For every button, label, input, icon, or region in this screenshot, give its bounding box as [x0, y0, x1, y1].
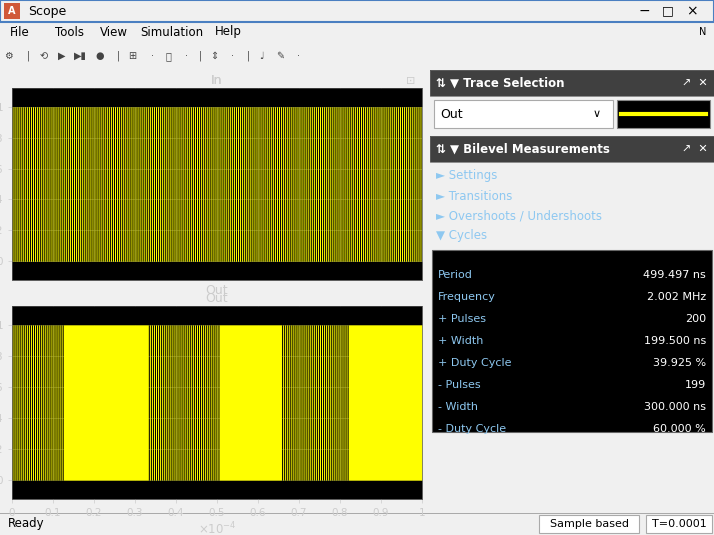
Text: + Pulses: + Pulses [438, 314, 486, 324]
Text: ▼ Cycles: ▼ Cycles [436, 230, 487, 242]
Bar [434, 100, 613, 128]
Text: + Width: + Width [438, 336, 483, 346]
Text: ▶▮: ▶▮ [74, 51, 86, 61]
Bar [430, 70, 714, 96]
Text: |: | [116, 51, 120, 61]
Text: |: | [246, 51, 250, 61]
Text: 499.497 ns: 499.497 ns [643, 270, 706, 280]
Text: N: N [698, 27, 706, 37]
Text: Ready: Ready [8, 517, 44, 531]
Text: ▶: ▶ [432, 294, 438, 300]
Text: ✎: ✎ [276, 51, 284, 61]
Text: ·: · [296, 51, 299, 61]
Text: - Duty Cycle: - Duty Cycle [438, 424, 506, 434]
Text: ⇅ ▼ Trace Selection: ⇅ ▼ Trace Selection [436, 77, 565, 89]
Text: Tools: Tools [55, 26, 84, 39]
Bar [430, 70, 714, 96]
Text: 199: 199 [685, 380, 706, 390]
Text: Scope: Scope [28, 4, 66, 18]
Bar [4, 3, 20, 19]
Bar [539, 515, 639, 533]
Text: ∨: ∨ [593, 109, 601, 119]
Text: Out: Out [206, 285, 228, 297]
Bar [0, 513, 714, 514]
Bar [430, 136, 714, 162]
Text: ⊞: ⊞ [128, 51, 136, 61]
Text: Period: Period [438, 270, 473, 280]
Text: - Width: - Width [438, 402, 478, 412]
Bar [617, 100, 710, 128]
Text: ♩: ♩ [260, 51, 264, 61]
Text: Sample based: Sample based [550, 519, 628, 529]
Bar [432, 250, 712, 432]
Text: Frequency: Frequency [438, 292, 496, 302]
Title: Out: Out [206, 292, 228, 305]
Text: ·: · [231, 51, 233, 61]
Text: - Pulses: - Pulses [438, 380, 481, 390]
Text: −: − [638, 4, 650, 18]
Text: ·: · [184, 51, 188, 61]
Text: In: In [211, 74, 223, 88]
Text: ⇕: ⇕ [210, 51, 218, 61]
Text: ▶: ▶ [59, 51, 66, 61]
Text: ► Transitions: ► Transitions [436, 189, 513, 203]
Text: 🔍: 🔍 [165, 51, 171, 61]
Bar [430, 136, 714, 162]
Text: |: | [26, 51, 29, 61]
Text: View: View [100, 26, 128, 39]
Text: 60.000 %: 60.000 % [653, 424, 706, 434]
Text: T=0.0001: T=0.0001 [652, 519, 706, 529]
Bar [646, 515, 712, 533]
Text: ► Settings: ► Settings [436, 170, 498, 182]
Text: A: A [9, 6, 16, 16]
Text: ●: ● [96, 51, 104, 61]
Text: ↗  ✕: ↗ ✕ [683, 78, 708, 88]
Text: Help: Help [215, 26, 242, 39]
Text: + Duty Cycle: + Duty Cycle [438, 358, 511, 368]
Text: ⚙: ⚙ [4, 51, 12, 61]
Text: 39.925 %: 39.925 % [653, 358, 706, 368]
Text: ↗  ✕: ↗ ✕ [683, 144, 708, 154]
Title: In: In [211, 74, 223, 87]
Text: ⟲: ⟲ [40, 51, 48, 61]
Text: ⊡: ⊡ [406, 76, 416, 86]
Text: |: | [198, 51, 201, 61]
Text: 200: 200 [685, 314, 706, 324]
Text: File: File [10, 26, 30, 39]
Text: □: □ [662, 4, 674, 18]
Text: ▶: ▶ [432, 284, 438, 290]
Text: ▶: ▶ [432, 274, 438, 280]
Text: ⇅ ▼ Bilevel Measurements: ⇅ ▼ Bilevel Measurements [436, 142, 610, 156]
Text: ▶: ▶ [432, 289, 438, 295]
Text: Simulation: Simulation [140, 26, 203, 39]
X-axis label: $\times 10^{-4}$: $\times 10^{-4}$ [198, 521, 236, 535]
Text: ▶: ▶ [432, 279, 438, 285]
Text: 199.500 ns: 199.500 ns [644, 336, 706, 346]
Text: 2.002 MHz: 2.002 MHz [647, 292, 706, 302]
Text: ×: × [686, 4, 698, 18]
Text: ► Overshoots / Undershoots: ► Overshoots / Undershoots [436, 210, 602, 223]
Text: 300.000 ns: 300.000 ns [644, 402, 706, 412]
Text: Out: Out [440, 108, 463, 120]
Text: ·: · [151, 51, 154, 61]
